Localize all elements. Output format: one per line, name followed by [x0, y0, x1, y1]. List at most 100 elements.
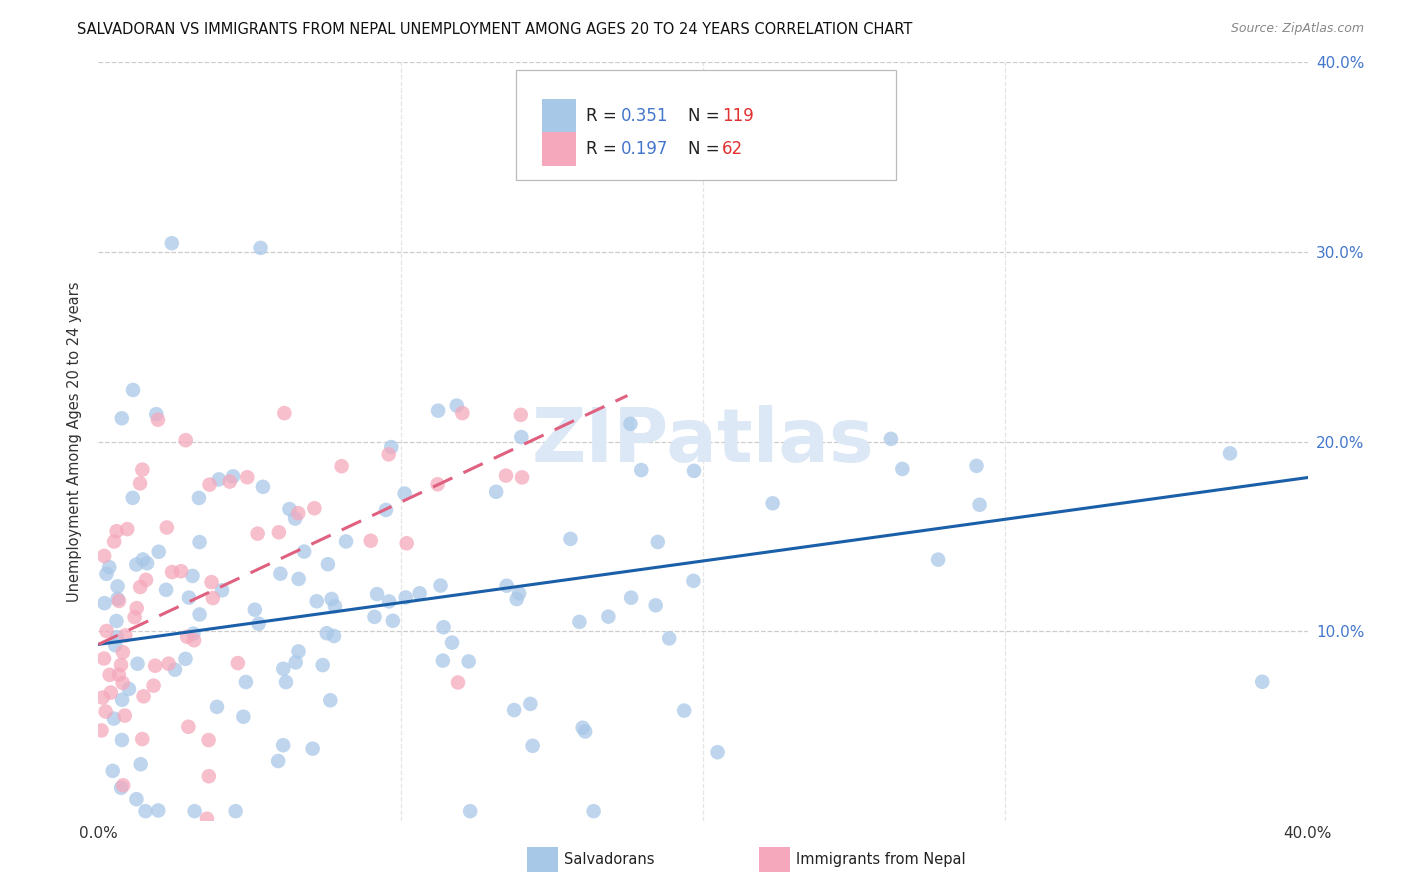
Point [103, 712, 125, 726]
Point [183, 804, 205, 818]
Point [366, 587, 388, 601]
Point [647, 535, 669, 549]
Point [122, 383, 145, 397]
Point [683, 464, 706, 478]
Point [673, 704, 696, 718]
Point [201, 591, 224, 605]
Point [117, 522, 139, 536]
Point [273, 406, 295, 420]
Point [510, 430, 533, 444]
Point [111, 733, 134, 747]
Point [360, 533, 382, 548]
Text: 62: 62 [723, 140, 744, 158]
Point [198, 477, 221, 491]
Point [148, 804, 170, 818]
Point [330, 459, 353, 474]
Point [408, 586, 430, 600]
Point [94, 705, 117, 719]
Point [105, 524, 128, 539]
Point [105, 630, 128, 644]
Point [118, 681, 141, 696]
Point [620, 591, 643, 605]
Point [304, 501, 326, 516]
Text: N =: N = [689, 140, 725, 158]
Point [969, 498, 991, 512]
Point [374, 503, 396, 517]
Point [132, 690, 155, 704]
Point [111, 645, 134, 659]
Point [658, 632, 681, 646]
Point [174, 652, 197, 666]
Text: Immigrants from Nepal: Immigrants from Nepal [796, 853, 966, 867]
Point [292, 544, 315, 558]
Point [506, 592, 529, 607]
Point [335, 534, 357, 549]
Point [160, 565, 183, 579]
Point [124, 610, 146, 624]
Point [146, 413, 169, 427]
Text: 0.197: 0.197 [621, 140, 668, 158]
Point [218, 475, 240, 489]
Point [447, 675, 470, 690]
Point [568, 615, 591, 629]
Point [148, 545, 170, 559]
Point [574, 724, 596, 739]
Point [249, 241, 271, 255]
Point [90, 723, 112, 738]
Point [284, 656, 307, 670]
Point [156, 520, 179, 534]
Point [93, 596, 115, 610]
Point [503, 703, 526, 717]
Point [198, 769, 221, 783]
Point [485, 484, 508, 499]
Point [155, 582, 177, 597]
Text: 119: 119 [723, 106, 754, 125]
Point [96, 566, 118, 581]
Point [598, 609, 620, 624]
Point [395, 536, 418, 550]
Point [104, 638, 127, 652]
Point [183, 626, 205, 640]
Point [177, 591, 200, 605]
Point [252, 480, 274, 494]
Point [183, 633, 205, 648]
Text: ZIPatlas: ZIPatlas [531, 405, 875, 478]
Point [143, 658, 166, 673]
Point [880, 432, 903, 446]
Point [232, 710, 254, 724]
Point [312, 658, 335, 673]
Point [301, 741, 323, 756]
Point [927, 552, 949, 566]
Point [127, 657, 149, 671]
Point [522, 739, 544, 753]
Text: R =: R = [586, 106, 621, 125]
Point [93, 549, 115, 563]
Point [131, 462, 153, 476]
Point [211, 583, 233, 598]
Point [174, 433, 197, 447]
Point [394, 486, 416, 500]
Point [236, 470, 259, 484]
Point [316, 558, 339, 572]
Point [891, 462, 914, 476]
Point [125, 792, 148, 806]
Point [111, 693, 134, 707]
Point [644, 599, 666, 613]
Point [560, 532, 582, 546]
Point [321, 592, 343, 607]
Point [508, 586, 530, 600]
Point [446, 399, 468, 413]
Point [509, 408, 531, 422]
FancyBboxPatch shape [543, 132, 576, 166]
Point [136, 556, 159, 570]
Point [111, 676, 134, 690]
Point [519, 697, 541, 711]
Point [163, 663, 186, 677]
Point [114, 708, 136, 723]
Point [107, 591, 129, 606]
Point [98, 560, 121, 574]
Point [195, 812, 218, 826]
FancyBboxPatch shape [543, 99, 576, 133]
Point [181, 569, 204, 583]
Point [323, 629, 346, 643]
